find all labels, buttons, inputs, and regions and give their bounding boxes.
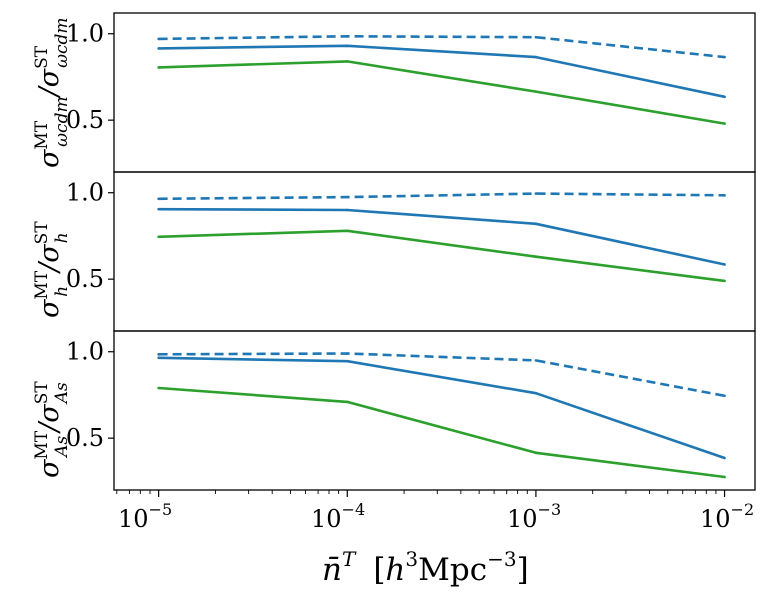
ytick-label-panel-2-1: 1.0 — [66, 179, 104, 207]
panel-frame-1 — [113, 12, 756, 173]
data-point-panel-2-solid-green-1 — [345, 229, 349, 233]
ylabel-panel-1: σMTωcdm/σSTωcdm — [32, 17, 72, 168]
data-point-panel-2-dashed-blue-0 — [157, 197, 160, 201]
data-point-panel-1-solid-green-0 — [157, 66, 160, 69]
data-point-panel-2-solid-blue-3 — [723, 263, 726, 266]
xtick-label-1e-5: 10−5 — [118, 500, 172, 533]
ylabel-panel-3: σMTAs/σSTAs — [32, 381, 72, 478]
data-point-panel-3-dashed-blue-2 — [534, 359, 538, 362]
ytick-label-panel-3-1: 1.0 — [66, 338, 104, 366]
ytick-label-panel-1-0: 0.5 — [66, 106, 104, 134]
xtick-label-1e-2: 10−2 — [700, 500, 754, 533]
series-line-panel-2-solid-blue — [158, 207, 725, 266]
data-point-panel-2-dashed-blue-3 — [723, 194, 726, 197]
data-point-panel-3-solid-green-0 — [157, 386, 160, 390]
data-point-panel-3-dashed-blue-0 — [157, 353, 160, 356]
xtick-label-1e-4: 10−4 — [311, 500, 365, 533]
panel-frame-3 — [113, 330, 756, 491]
data-point-panel-3-solid-blue-1 — [345, 359, 349, 363]
data-point-panel-2-dashed-blue-2 — [534, 192, 538, 195]
data-point-panel-3-solid-blue-0 — [157, 356, 160, 360]
data-point-panel-2-solid-blue-2 — [534, 222, 538, 226]
data-point-panel-3-solid-blue-2 — [534, 391, 538, 395]
data-point-panel-3-solid-blue-3 — [723, 456, 726, 460]
data-point-panel-1-dashed-blue-3 — [723, 55, 726, 59]
data-point-panel-3-solid-green-1 — [345, 400, 349, 404]
data-point-panel-1-solid-green-3 — [723, 122, 726, 125]
data-point-panel-3-solid-green-2 — [534, 451, 538, 455]
data-point-panel-1-solid-blue-1 — [345, 44, 349, 48]
data-point-panel-2-solid-blue-0 — [157, 207, 160, 211]
ylabel-panel-2: σMTh/σSTh — [32, 221, 72, 318]
data-point-panel-2-solid-green-2 — [534, 255, 538, 258]
ytick-label-panel-2-0: 0.5 — [66, 265, 104, 293]
data-point-panel-1-solid-blue-0 — [157, 47, 160, 50]
data-point-panel-1-solid-blue-3 — [723, 95, 726, 99]
data-point-panel-2-solid-green-0 — [157, 235, 160, 239]
data-point-panel-3-dashed-blue-1 — [345, 352, 349, 355]
data-point-panel-1-solid-green-1 — [345, 60, 349, 63]
series-line-panel-1-solid-blue — [158, 44, 725, 99]
data-point-panel-3-solid-green-3 — [723, 475, 726, 479]
data-point-panel-1-dashed-blue-0 — [157, 37, 160, 41]
x-axis-label: n̄T [h3Mpc−3] — [322, 547, 529, 588]
data-point-panel-2-dashed-blue-1 — [345, 195, 349, 199]
data-point-panel-1-solid-blue-2 — [534, 55, 538, 59]
data-point-panel-1-solid-green-2 — [534, 90, 538, 93]
data-point-panel-2-solid-green-3 — [723, 279, 726, 283]
data-point-panel-1-dashed-blue-1 — [345, 35, 349, 38]
series-line-panel-2-solid-green — [158, 229, 725, 283]
data-point-panel-1-dashed-blue-2 — [534, 35, 538, 39]
series-line-panel-3-dashed-blue — [158, 352, 725, 398]
series-line-panel-1-solid-green — [158, 60, 725, 125]
xtick-label-1e-3: 10−3 — [507, 500, 561, 533]
series-line-panel-1-dashed-blue — [158, 34, 725, 59]
ytick-label-panel-1-1: 1.0 — [66, 20, 104, 48]
series-line-panel-3-solid-blue — [158, 356, 726, 460]
data-point-panel-3-dashed-blue-3 — [723, 394, 726, 398]
series-line-panel-2-dashed-blue — [158, 192, 725, 201]
series-line-panel-3-solid-green — [158, 386, 725, 479]
data-point-panel-2-solid-blue-1 — [345, 208, 349, 212]
ytick-label-panel-3-0: 0.5 — [66, 424, 104, 452]
